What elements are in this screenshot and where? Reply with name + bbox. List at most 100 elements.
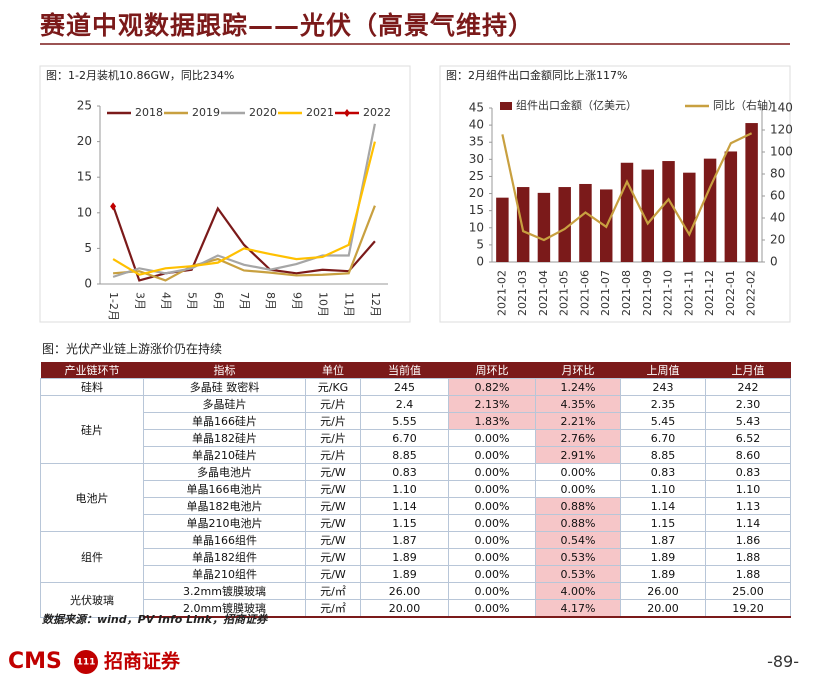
y2-tick-label: 80	[770, 167, 785, 181]
segment-cell: 光伏玻璃	[40, 582, 144, 618]
cell: 1.10	[620, 480, 706, 498]
y2-tick-label: 40	[770, 211, 785, 225]
cell: 1.15	[360, 514, 449, 532]
y-tick-label: 15	[469, 203, 484, 217]
cell: 多晶硅 致密料	[143, 378, 306, 396]
x-tick-label: 2021-02	[495, 270, 508, 316]
x-tick-label: 2021-12	[703, 270, 716, 316]
chart-frame	[39, 65, 411, 323]
bar	[620, 162, 634, 262]
table-title: 图：光伏产业链上游涨价仍在持续	[42, 342, 223, 356]
table-row: 单晶182硅片 元/片 6.70 0.00% 2.76% 6.70 6.52	[41, 429, 791, 447]
cell: 8.85	[360, 446, 449, 464]
cell: 0.53%	[535, 565, 621, 583]
x-tick-label: 2022-01	[724, 270, 737, 316]
x-tick-label: 9月	[290, 292, 303, 310]
x-tick-label: 6月	[212, 292, 225, 310]
y-tick-label: 10	[77, 205, 92, 219]
cell: 242	[705, 378, 791, 396]
legend-marker	[344, 109, 350, 117]
cell: 0.00%	[448, 463, 536, 481]
bar	[516, 187, 530, 262]
x-tick-label: 2021-07	[599, 270, 612, 316]
table-row: 电池片 多晶电池片 元/W 0.83 0.00% 0.00% 0.83 0.83	[40, 463, 791, 532]
cell: 1.14	[705, 514, 791, 532]
data-line	[112, 205, 376, 282]
cell: 单晶182电池片	[143, 497, 306, 515]
cell: 26.00	[620, 582, 706, 600]
cell: 2.21%	[535, 412, 621, 430]
cell: 1.89	[360, 548, 449, 566]
y-tick-label: 10	[469, 220, 484, 234]
table-row: 硅料 多晶硅 致密料 元/KG 245 0.82% 1.24% 243 242	[40, 378, 791, 396]
cell: 8.85	[620, 446, 706, 464]
x-tick-label: 2021-04	[537, 270, 550, 316]
cell: 0.53%	[535, 548, 621, 566]
cell: 0.83	[705, 463, 791, 481]
cell: 单晶182组件	[143, 548, 306, 566]
cell: 元/W	[305, 497, 361, 515]
cell: 6.52	[705, 429, 791, 447]
x-tick-label: 10月	[317, 292, 330, 317]
table-row: 单晶166电池片 元/W 1.10 0.00% 0.00% 1.10 1.10	[41, 480, 791, 498]
legend-label: 2022	[363, 106, 391, 119]
cell: 0.83	[620, 463, 706, 481]
bar	[703, 158, 717, 262]
bar	[641, 169, 654, 262]
table-row: 单晶182电池片 元/W 1.14 0.00% 0.88% 1.14 1.13	[41, 497, 791, 515]
cell: 元/㎡	[305, 599, 361, 618]
cell: 245	[360, 378, 449, 396]
legend-swatch	[500, 102, 512, 110]
y-tick-label: 20	[469, 186, 484, 200]
cell: 1.13	[705, 497, 791, 515]
column-header: 上月值	[705, 362, 791, 379]
y-tick-label: 0	[84, 277, 92, 291]
column-header: 月环比	[535, 362, 621, 379]
bar	[558, 187, 571, 262]
x-tick-label: 1-2月	[107, 292, 120, 321]
y2-tick-label: 0	[770, 255, 778, 269]
cell: 5.45	[620, 412, 706, 430]
cell: 单晶210电池片	[143, 514, 306, 532]
cell: 1.24%	[535, 378, 621, 396]
legend-label: 组件出口金额（亿美元）	[516, 98, 637, 112]
cell: 1.10	[360, 480, 449, 498]
y2-tick-label: 100	[770, 145, 793, 159]
y-tick-label: 45	[469, 101, 484, 115]
cell: 1.86	[705, 531, 791, 549]
x-tick-label: 2021-06	[578, 270, 591, 316]
x-tick-label: 2021-11	[682, 270, 695, 316]
page-number: -89-	[767, 652, 799, 671]
x-tick-label: 12月	[369, 292, 382, 317]
y2-tick-label: 20	[770, 233, 785, 247]
cell: 0.83	[360, 463, 449, 481]
slide-title: 赛道中观数据跟踪——光伏（高景气维持）	[40, 11, 535, 40]
table-row: 硅片 多晶硅片 元/片 2.4 2.13% 4.35% 2.35 2.30	[40, 395, 791, 464]
cell: 0.00%	[535, 480, 621, 498]
column-header: 周环比	[448, 362, 536, 379]
cell: 5.43	[705, 412, 791, 430]
cell: 2.91%	[535, 446, 621, 464]
cell: 0.00%	[448, 548, 536, 566]
y-tick-label: 0	[476, 255, 484, 269]
table-row: 单晶210组件 元/W 1.89 0.00% 0.53% 1.89 1.88	[41, 565, 791, 583]
cell: 2.0mm镀膜玻璃	[143, 599, 306, 618]
cell: 元/W	[305, 480, 361, 498]
data-line	[112, 123, 376, 278]
x-tick-label: 2021-10	[662, 270, 675, 316]
cell: 1.10	[705, 480, 791, 498]
source-note: 数据来源：wind，PV Info Link，招商证券	[42, 613, 268, 626]
bar	[724, 151, 738, 262]
cell: 0.88%	[535, 497, 621, 515]
cell: 1.89	[620, 565, 706, 583]
cell: 4.17%	[535, 599, 621, 618]
cell: 单晶166组件	[143, 531, 306, 549]
cell: 元/W	[305, 463, 361, 481]
company: 招商证券	[104, 650, 181, 673]
segment-cell: 硅料	[40, 378, 144, 396]
x-tick-label: 5月	[186, 292, 199, 310]
x-tick-label: 2021-05	[558, 270, 571, 316]
bar	[662, 161, 675, 262]
cell: 1.14	[620, 497, 706, 515]
cell: 0.88%	[535, 514, 621, 532]
